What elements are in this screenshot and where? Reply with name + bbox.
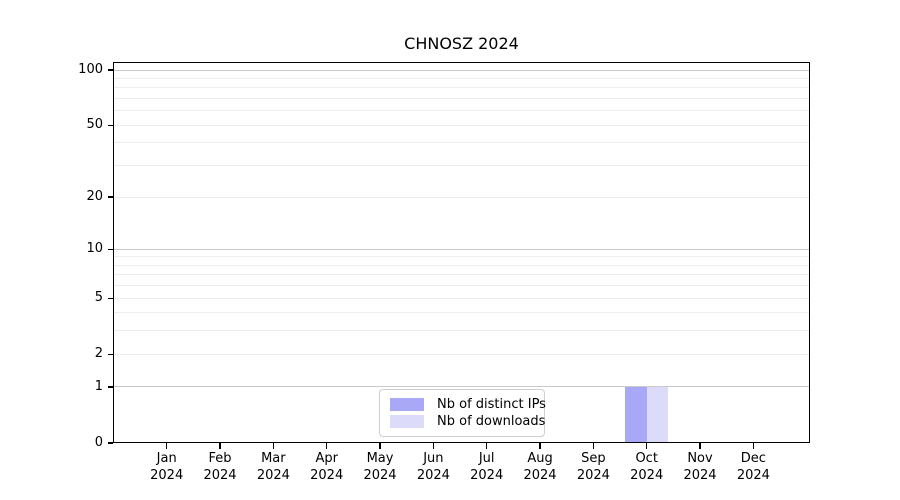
- x-tick-mark: [379, 443, 381, 449]
- x-tick-mark: [592, 443, 595, 449]
- x-tick-label: Jan 2024: [150, 451, 184, 483]
- y-tick-mark: [107, 69, 113, 71]
- plot-area: Nb of distinct IPs Nb of downloads 0 1 2 5 1…: [78, 62, 810, 483]
- x-tick-mark: [752, 443, 755, 449]
- gridline-major: [113, 69, 810, 71]
- gridline-minor: [113, 78, 810, 80]
- x-tick-mark: [166, 443, 168, 449]
- x-tick-label: Sep 2024: [576, 451, 610, 483]
- gridline-minor: [113, 142, 810, 144]
- gridline-minor: [113, 124, 810, 126]
- y-tick-label: 10: [86, 241, 103, 257]
- gridline-minor: [113, 285, 810, 287]
- x-tick-label: Jul 2024: [470, 451, 504, 483]
- gridline-minor: [113, 165, 810, 167]
- x-tick-label: Nov 2024: [683, 451, 717, 483]
- legend-swatch-distinct-ips-icon: [390, 398, 424, 411]
- x-tick-label: Feb 2024: [203, 451, 237, 483]
- gridline-major: [113, 386, 810, 388]
- gridline-minor: [113, 330, 810, 332]
- x-tick-label: Mar 2024: [256, 451, 290, 483]
- legend-entry-downloads: Nb of downloads: [390, 414, 545, 429]
- y-tick-mark: [107, 124, 113, 126]
- x-tick-mark: [699, 443, 701, 449]
- chart-title: CHNOSZ 2024: [404, 34, 519, 53]
- gridline-major: [113, 248, 810, 250]
- y-tick-label: 0: [94, 435, 103, 450]
- y-tick-mark: [107, 196, 113, 198]
- y-tick-label: 1: [94, 378, 103, 394]
- gridline-minor: [113, 353, 810, 355]
- bar-downloads: [646, 386, 669, 443]
- gridline-minor: [113, 312, 810, 314]
- legend-label-distinct-ips: Nb of distinct IPs: [437, 397, 546, 412]
- y-tick-label: 2: [94, 346, 103, 362]
- y-tick-label: 50: [86, 117, 103, 133]
- x-tick-mark: [432, 443, 435, 449]
- x-tick-mark: [539, 443, 541, 449]
- gridline-minor: [113, 274, 810, 276]
- gridline-minor: [113, 256, 810, 258]
- gridline-minor: [113, 264, 810, 266]
- y-tick-label: 5: [94, 290, 103, 306]
- gridline-minor: [113, 196, 810, 198]
- x-tick-label: May 2024: [363, 451, 397, 483]
- gridline-minor: [113, 98, 810, 100]
- x-tick-mark: [219, 443, 221, 449]
- x-tick-label: Aug 2024: [523, 451, 557, 483]
- legend-swatch-downloads-icon: [390, 415, 424, 428]
- bar-distinct-ips: [625, 386, 647, 443]
- x-tick-label: Oct 2024: [630, 451, 664, 483]
- gridline-minor: [113, 87, 810, 89]
- x-tick-label: Dec 2024: [736, 451, 770, 483]
- y-tick-label: 20: [86, 189, 103, 204]
- y-tick-mark: [107, 386, 113, 388]
- legend-label-downloads: Nb of downloads: [437, 414, 546, 429]
- y-tick-mark: [107, 248, 113, 250]
- y-tick-mark: [107, 442, 113, 444]
- x-tick-mark: [272, 443, 275, 449]
- y-tick-mark: [107, 353, 113, 355]
- y-tick-label: 100: [78, 62, 103, 78]
- legend: Nb of distinct IPs Nb of downloads: [379, 389, 546, 437]
- y-tick-mark: [107, 297, 113, 299]
- gridline-minor: [113, 297, 810, 299]
- gridline-minor: [113, 110, 810, 112]
- x-tick-mark: [645, 443, 648, 449]
- x-tick-label: Apr 2024: [310, 451, 344, 483]
- x-tick-mark: [485, 443, 488, 449]
- x-tick-label: Jun 2024: [416, 451, 450, 483]
- x-tick-mark: [325, 443, 328, 449]
- legend-entry-distinct-ips: Nb of distinct IPs: [390, 397, 546, 412]
